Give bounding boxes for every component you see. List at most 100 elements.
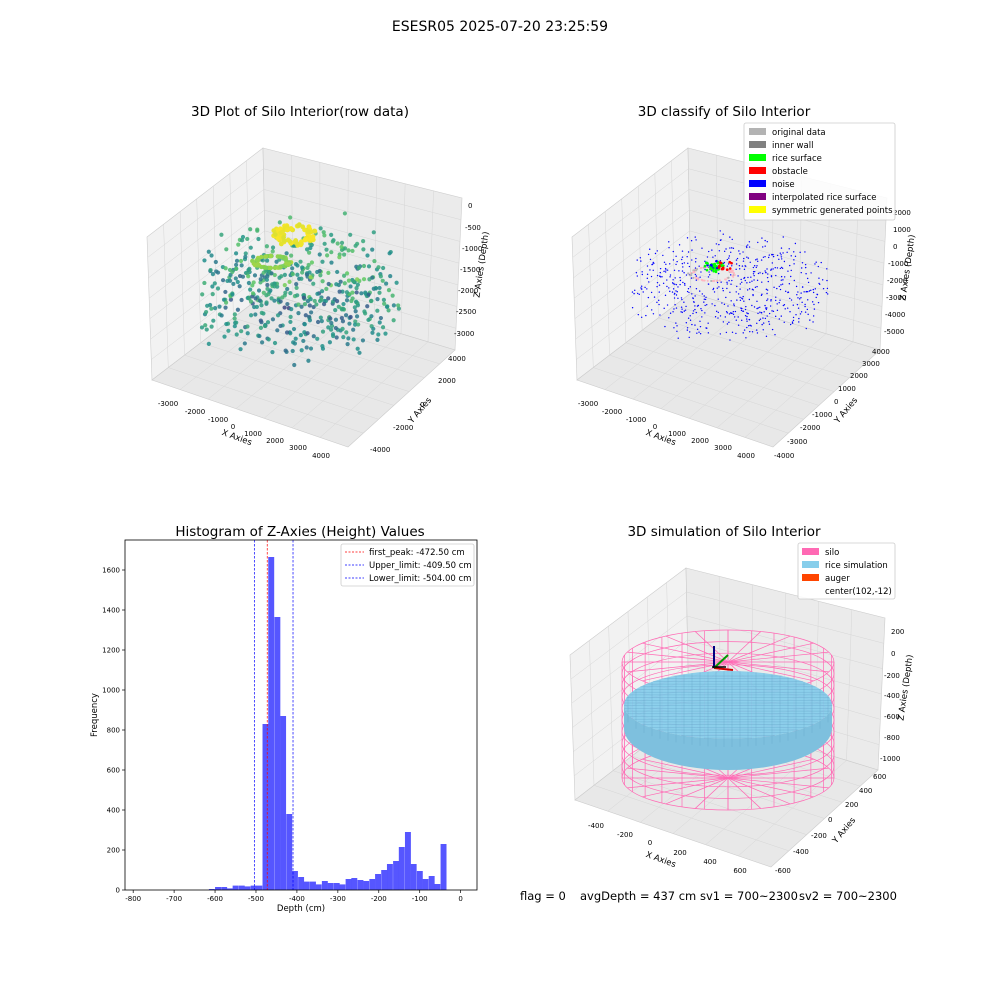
- noise-point: [801, 262, 804, 264]
- noise-point: [689, 286, 691, 288]
- noise-point: [806, 308, 809, 311]
- panel2-points: [631, 230, 829, 341]
- data-point: [326, 281, 331, 287]
- noise-point: [676, 325, 678, 327]
- noise-point: [707, 322, 709, 324]
- noise-point: [752, 270, 755, 273]
- histogram-bar: [428, 876, 435, 890]
- noise-point: [731, 247, 733, 249]
- data-point: [239, 263, 244, 268]
- noise-point: [747, 257, 750, 259]
- noise-point: [778, 258, 780, 261]
- data-point: [315, 291, 320, 296]
- data-point: [329, 260, 334, 265]
- grid-line: [148, 189, 265, 279]
- data-point: [228, 297, 234, 302]
- noise-point: [640, 285, 643, 287]
- noise-point: [751, 288, 754, 291]
- histogram-bar: [286, 814, 293, 890]
- noise-point: [681, 256, 684, 258]
- noise-point: [753, 306, 756, 308]
- noise-point: [686, 237, 689, 239]
- grid-line: [149, 230, 265, 319]
- panel1-ytick: 2000: [438, 377, 456, 385]
- data-point: [354, 290, 359, 295]
- histogram-bar: [274, 617, 281, 890]
- rice-point: [692, 276, 695, 279]
- data-point: [219, 313, 224, 318]
- panel4-zlabel: Z Axies (Depth): [896, 654, 915, 721]
- noise-point: [732, 313, 735, 316]
- data-point: [353, 319, 358, 324]
- noise-point: [650, 275, 653, 278]
- data-point: [234, 258, 240, 263]
- panel1-xtick: 1000: [244, 430, 262, 438]
- data-point: [278, 226, 283, 232]
- data-point: [248, 245, 253, 250]
- data-point: [370, 330, 375, 335]
- noise-point: [679, 279, 682, 282]
- noise-point: [757, 307, 759, 309]
- noise-point: [746, 315, 748, 318]
- noise-point: [783, 321, 785, 323]
- data-point: [302, 322, 307, 327]
- noise-point: [779, 288, 782, 291]
- data-point: [235, 307, 241, 312]
- noise-point: [690, 277, 693, 279]
- noise-point: [756, 332, 759, 334]
- noise-point: [784, 308, 786, 310]
- silo-roof-spoke: [727, 635, 791, 663]
- noise-point: [722, 233, 724, 235]
- noise-point: [664, 294, 667, 297]
- noise-point: [677, 286, 679, 288]
- data-point: [234, 320, 239, 325]
- data-point: [335, 269, 340, 275]
- panel1-grid: [147, 155, 462, 438]
- data-point: [288, 226, 294, 231]
- panel1-zlabel: Z Axies (Depth): [472, 231, 491, 298]
- data-point: [308, 236, 314, 242]
- panel2-xtick: -1000: [626, 416, 646, 424]
- noise-point: [649, 258, 652, 261]
- data-point: [209, 324, 214, 329]
- data-point: [352, 322, 358, 327]
- noise-point: [659, 314, 661, 316]
- grid-line: [200, 342, 394, 406]
- noise-point: [762, 317, 764, 319]
- data-point: [200, 292, 205, 297]
- data-point: [308, 297, 313, 302]
- panel4-title: 3D simulation of Silo Interior: [627, 524, 821, 540]
- data-point: [341, 301, 346, 307]
- noise-point: [681, 262, 684, 265]
- data-point: [295, 272, 300, 277]
- data-point: [350, 290, 355, 295]
- noise-point: [759, 318, 762, 320]
- grid-line: [604, 211, 610, 356]
- noise-point: [729, 291, 731, 293]
- data-point: [227, 278, 233, 283]
- noise-point: [738, 265, 741, 267]
- panel2-pane-floor: [576, 292, 881, 448]
- data-point: [268, 253, 273, 259]
- panel4-ztick: 0: [891, 650, 895, 658]
- data-point: [324, 247, 329, 252]
- noise-point: [782, 279, 784, 281]
- noise-point: [815, 296, 817, 299]
- data-point: [315, 319, 321, 325]
- data-point: [238, 347, 243, 352]
- noise-point: [781, 258, 783, 260]
- data-point: [352, 305, 357, 310]
- noise-point: [710, 270, 713, 272]
- panel-raw-data: 3D Plot of Silo Interior(row data) -3000…: [146, 104, 492, 460]
- noise-point: [766, 315, 768, 317]
- noise-point: [682, 266, 684, 268]
- noise-point: [656, 250, 658, 252]
- histogram-bar: [357, 880, 364, 890]
- histogram-bar: [422, 879, 429, 890]
- data-point: [306, 358, 311, 363]
- panel2-ztick: 2000: [893, 209, 911, 217]
- grid-line: [163, 224, 169, 368]
- panel1-ztick: 0: [468, 202, 472, 210]
- data-point: [386, 308, 391, 313]
- noise-point: [704, 268, 706, 271]
